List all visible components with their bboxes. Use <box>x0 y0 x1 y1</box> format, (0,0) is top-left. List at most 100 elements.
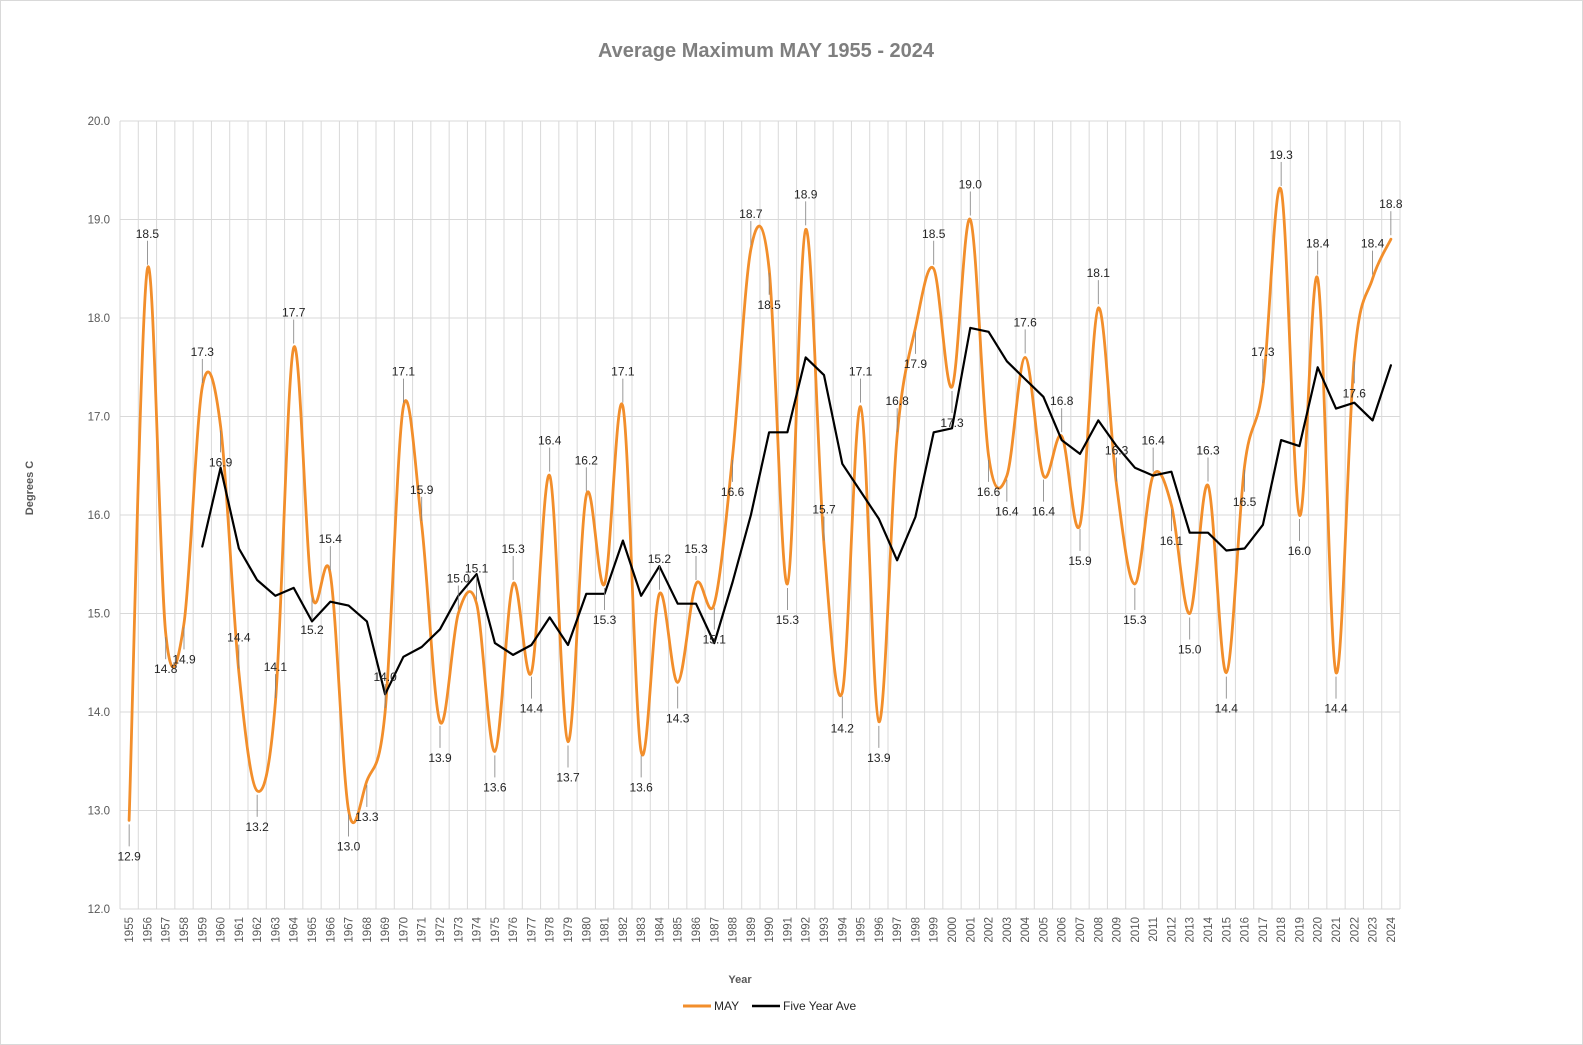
data-label: 15.2 <box>648 552 672 566</box>
data-label: 16.5 <box>1233 495 1257 509</box>
x-tick-label: 1987 <box>709 917 721 943</box>
x-tick-label: 1990 <box>764 917 776 943</box>
data-label: 18.4 <box>1361 237 1385 251</box>
data-label: 18.5 <box>922 227 946 241</box>
y-tick-label: 17.0 <box>88 412 110 424</box>
x-tick-label: 2019 <box>1294 917 1306 943</box>
x-tick-label: 1961 <box>234 917 246 943</box>
x-tick-label: 1985 <box>673 917 685 943</box>
data-label: 17.6 <box>1343 386 1367 400</box>
data-label: 15.1 <box>703 633 727 647</box>
x-tick-label: 1974 <box>472 916 484 942</box>
x-tick-label: 1996 <box>874 917 886 943</box>
data-label: 18.4 <box>1306 237 1330 251</box>
x-tick-label: 1962 <box>252 917 264 943</box>
x-tick-label: 2011 <box>1148 917 1160 942</box>
x-tick-label: 1991 <box>782 917 794 943</box>
data-label: 18.5 <box>757 298 781 312</box>
x-tick-label: 1972 <box>435 917 447 943</box>
data-label: 17.1 <box>392 365 416 379</box>
x-tick-label: 2022 <box>1349 917 1361 943</box>
data-label: 16.8 <box>885 394 909 408</box>
data-label: 17.1 <box>849 365 873 379</box>
five-year-ave-series-line <box>201 326 1392 696</box>
x-tick-label: 2008 <box>1093 917 1105 943</box>
x-tick-label: 1969 <box>380 917 392 943</box>
x-tick-label: 1994 <box>837 916 849 942</box>
x-tick-label: 1988 <box>728 917 740 943</box>
legend-five-year-ave-label: Five Year Ave <box>783 999 856 1013</box>
data-label: 15.3 <box>593 613 617 627</box>
x-tick-label: 1967 <box>344 917 356 943</box>
data-label: 18.9 <box>794 187 818 201</box>
data-label: 19.0 <box>959 178 983 192</box>
data-labels: 12.9 18.5 14.814.9 17.3 16.9 14.4 13.2 14.1 17.7… <box>117 148 1402 863</box>
x-tick-label: 1986 <box>691 917 703 943</box>
x-tick-label: 2015 <box>1221 917 1233 943</box>
x-tick-label: 2024 <box>1386 916 1398 942</box>
data-label: 13.9 <box>867 751 891 765</box>
data-label: 16.4 <box>1141 434 1165 448</box>
data-label: 17.1 <box>611 365 635 379</box>
x-tick-label: 1989 <box>746 917 758 943</box>
x-tick-label: 1965 <box>307 917 319 943</box>
data-label: 18.7 <box>739 207 763 221</box>
may-series-line <box>127 186 1393 825</box>
data-label: 14.2 <box>831 721 855 735</box>
y-tick-label: 19.0 <box>88 215 110 227</box>
data-label: 14.0 <box>373 670 397 684</box>
data-label: 16.6 <box>977 485 1001 499</box>
data-label: 18.5 <box>136 227 160 241</box>
x-tick-label: 1955 <box>124 917 136 943</box>
data-label: 15.3 <box>776 613 800 627</box>
data-label: 15.4 <box>319 532 343 546</box>
x-tick-label: 1971 <box>417 917 429 943</box>
data-label: 13.9 <box>428 751 452 765</box>
x-tick-label: 2001 <box>965 917 977 943</box>
x-tick-label: 2004 <box>1020 916 1032 942</box>
x-tick-label: 2007 <box>1075 917 1087 943</box>
x-tick-label: 2013 <box>1185 917 1197 943</box>
chart-title: Average Maximum MAY 1955 - 2024 <box>598 40 935 62</box>
data-label: 17.3 <box>191 345 215 359</box>
x-tick-label: 2009 <box>1112 917 1124 943</box>
x-tick-label: 2020 <box>1313 917 1325 943</box>
data-label: 16.2 <box>575 453 599 467</box>
data-label: 18.8 <box>1379 197 1403 211</box>
y-tick-label: 18.0 <box>88 313 110 325</box>
x-tick-label: 1999 <box>929 917 941 943</box>
x-tick-label: 1977 <box>526 917 538 943</box>
x-tick-label: 1983 <box>636 917 648 943</box>
legend: MAY Five Year Ave <box>683 999 856 1013</box>
x-tick-label: 1970 <box>398 917 410 943</box>
x-tick-label: 1968 <box>362 917 374 943</box>
data-label: 13.7 <box>556 771 580 785</box>
data-label: 15.3 <box>684 542 708 556</box>
x-tick-label: 1975 <box>490 917 502 943</box>
data-label: 13.2 <box>245 820 269 834</box>
y-axis-label: Degrees C <box>24 461 36 515</box>
x-tick-label: 1973 <box>453 917 465 943</box>
x-tick-label: 1978 <box>545 917 557 943</box>
data-label: 15.9 <box>1068 554 1092 568</box>
x-tick-label: 2017 <box>1258 917 1270 943</box>
x-tick-label: 1984 <box>654 916 666 942</box>
y-axis-ticks: 12.0 13.0 14.0 15.0 16.0 17.0 18.0 19.0 20.0 <box>88 116 110 916</box>
y-tick-label: 16.0 <box>88 510 110 522</box>
data-label: 15.2 <box>300 623 324 637</box>
x-tick-label: 1995 <box>856 917 868 943</box>
data-label: 16.1 <box>1160 534 1184 548</box>
data-label: 16.4 <box>1032 505 1056 519</box>
legend-may-label: MAY <box>714 999 739 1013</box>
x-tick-label: 1966 <box>325 917 337 943</box>
data-label: 13.6 <box>483 780 507 794</box>
x-tick-label: 2000 <box>947 917 959 943</box>
x-tick-label: 2012 <box>1166 917 1178 943</box>
data-label: 15.9 <box>410 483 434 497</box>
y-tick-label: 12.0 <box>88 904 110 916</box>
data-label: 17.6 <box>1013 315 1037 329</box>
data-label: 16.4 <box>538 434 562 448</box>
x-tick-label: 2016 <box>1240 917 1252 943</box>
x-tick-label: 1982 <box>618 917 630 943</box>
x-tick-label: 2023 <box>1368 917 1380 943</box>
